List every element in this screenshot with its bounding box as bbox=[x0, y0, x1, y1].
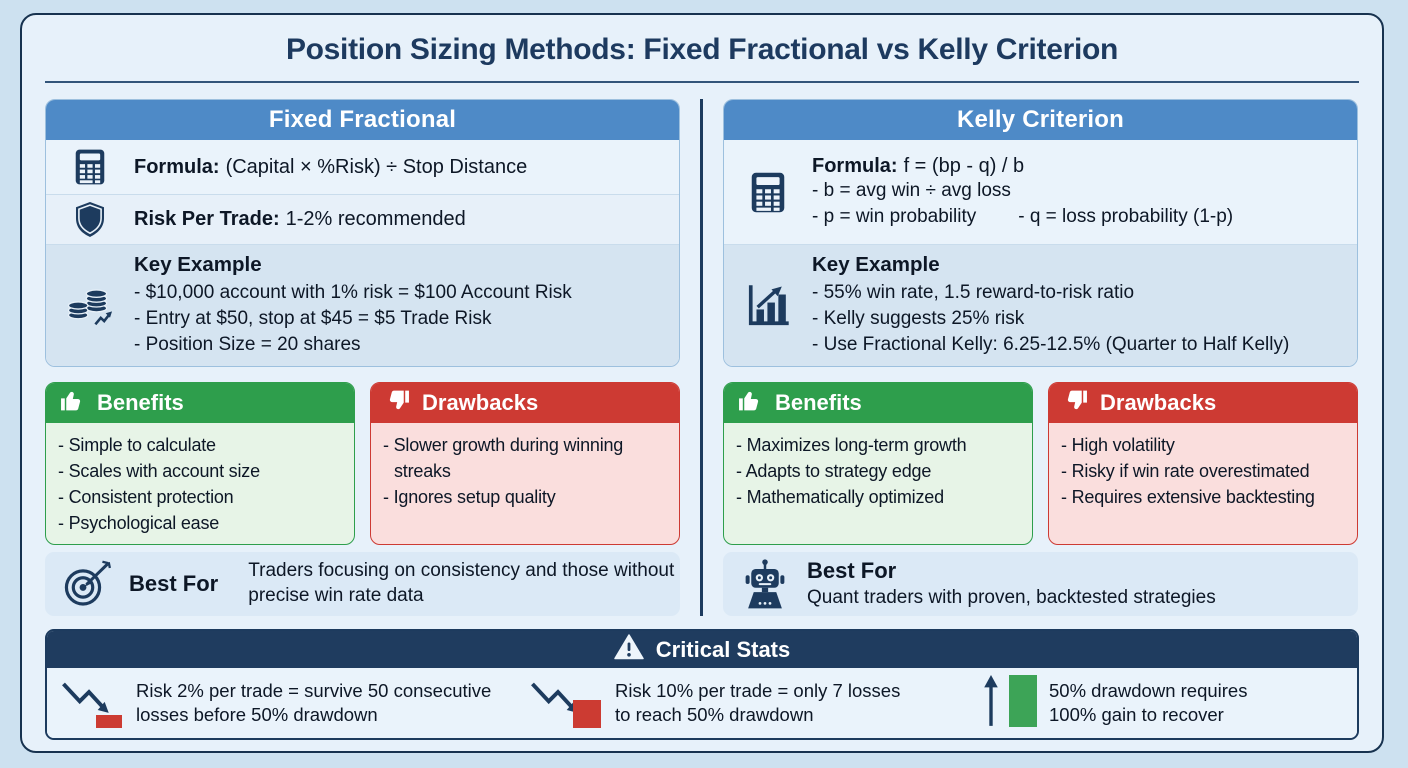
stat-risk-2-percent: Risk 2% per trade = survive 50 consecuti… bbox=[47, 677, 529, 729]
thumbs-up-icon bbox=[60, 389, 85, 418]
kelly-drawbacks-box: Drawbacks - High volatility - Risky if w… bbox=[1048, 382, 1358, 545]
thumbs-up-icon bbox=[738, 389, 763, 418]
fixed-example-block: Key Example - $10,000 account with 1% ri… bbox=[134, 253, 572, 359]
target-icon bbox=[45, 560, 129, 608]
kelly-formula-line2: - b = avg win ÷ avg loss bbox=[812, 179, 1011, 201]
money-stack-icon bbox=[46, 284, 134, 327]
down-zigzag-icon bbox=[60, 677, 124, 729]
stat-text: Risk 10% per trade = only 7 losses to re… bbox=[615, 679, 901, 725]
kelly-best-for-block: Best For Quant traders with proven, back… bbox=[807, 558, 1216, 611]
stat-drawdown-recovery: 50% drawdown requires 100% gain to recov… bbox=[969, 674, 1357, 732]
kelly-example-title: Key Example bbox=[812, 252, 940, 276]
kelly-benefits-title: Benefits bbox=[775, 390, 862, 415]
kelly-best-for-text: Quant traders with proven, backtested st… bbox=[807, 586, 1216, 608]
large-red-block bbox=[573, 700, 601, 728]
fixed-example-title: Key Example bbox=[134, 252, 262, 276]
fixed-formula-row: Formula: (Capital × %Risk) ÷ Stop Distanc… bbox=[46, 140, 679, 195]
kelly-formula-row: Formula: f = (bp - q) / b - b = avg win ÷… bbox=[724, 140, 1357, 245]
up-arrow-icon bbox=[983, 674, 999, 732]
drawback-item: - Risky if win rate overestimated bbox=[1061, 461, 1310, 482]
fixed-fractional-column: Fixed Fractional Formula: (Cap bbox=[45, 99, 680, 616]
benefit-item: - Adapts to strategy edge bbox=[736, 461, 932, 482]
fixed-benefits-list: - Simple to calculate - Scales with acco… bbox=[46, 423, 354, 536]
robot-icon bbox=[723, 559, 807, 609]
kelly-best-for-label: Best For bbox=[807, 557, 897, 583]
kelly-best-for-box: Best For Quant traders with proven, back… bbox=[723, 552, 1358, 616]
small-red-block bbox=[96, 715, 122, 728]
fixed-drawbacks-header: Drawbacks bbox=[371, 383, 679, 423]
comparison-columns: Fixed Fractional Formula: (Cap bbox=[45, 99, 1359, 616]
kelly-benefits-box: Benefits - Maximizes long-term growth - … bbox=[723, 382, 1033, 545]
kelly-criterion-header: Kelly Criterion bbox=[724, 100, 1357, 140]
green-bar-block bbox=[1009, 674, 1037, 727]
kelly-formula-block: Formula: f = (bp - q) / b - b = avg win ÷… bbox=[812, 155, 1233, 229]
benefit-item: - Mathematically optimized bbox=[736, 487, 944, 508]
stat-risk-10-percent: Risk 10% per trade = only 7 losses to re… bbox=[529, 677, 969, 729]
fixed-drawbacks-box: Drawbacks - Slower growth during winning… bbox=[370, 382, 680, 545]
kelly-benefits-list: - Maximizes long-term growth - Adapts to… bbox=[724, 423, 1032, 510]
fixed-best-for-label: Best For bbox=[129, 571, 219, 596]
drawback-item: - High volatility bbox=[1061, 435, 1175, 455]
gain-icon-cluster bbox=[983, 674, 1037, 732]
kelly-drawbacks-header: Drawbacks bbox=[1049, 383, 1357, 423]
benefit-item: - Consistent protection bbox=[58, 487, 234, 508]
kelly-benefits-drawbacks-row: Benefits - Maximizes long-term growth - … bbox=[723, 382, 1358, 545]
fixed-fractional-card: Fixed Fractional Formula: (Cap bbox=[45, 99, 680, 367]
benefit-item: - Scales with account size bbox=[58, 461, 260, 482]
main-panel: Position Sizing Methods: Fixed Fractiona… bbox=[20, 13, 1384, 753]
fixed-benefits-title: Benefits bbox=[97, 390, 184, 415]
drawback-item: - Requires extensive backtesting bbox=[1061, 487, 1315, 508]
fixed-drawbacks-list: - Slower growth during winning streaks -… bbox=[371, 423, 679, 510]
down-zigzag-icon bbox=[529, 677, 603, 729]
stat-text: 50% drawdown requires 100% gain to recov… bbox=[1049, 679, 1248, 725]
critical-stats-body: Risk 2% per trade = survive 50 consecuti… bbox=[47, 668, 1357, 738]
warning-icon bbox=[614, 633, 644, 666]
fixed-example-row: Key Example - $10,000 account with 1% ri… bbox=[46, 245, 679, 366]
kelly-benefits-header: Benefits bbox=[724, 383, 1032, 423]
example-item: - $10,000 account with 1% risk = $100 Ac… bbox=[134, 281, 572, 303]
shield-icon bbox=[46, 201, 134, 238]
fixed-best-for-text: Traders focusing on consistency and thos… bbox=[248, 560, 675, 606]
fixed-fractional-header: Fixed Fractional bbox=[46, 100, 679, 140]
benefit-item: - Psychological ease bbox=[58, 513, 220, 534]
drawback-item: - Slower growth during winning streaks bbox=[383, 435, 624, 482]
fixed-drawbacks-title: Drawbacks bbox=[422, 390, 539, 415]
fixed-benefits-box: Benefits - Simple to calculate - Scales … bbox=[45, 382, 355, 545]
fixed-benefits-header: Benefits bbox=[46, 383, 354, 423]
example-item: - Position Size = 20 shares bbox=[134, 334, 361, 356]
fixed-risk-text: Risk Per Trade: 1-2% recommended bbox=[134, 208, 466, 230]
benefit-item: - Simple to calculate bbox=[58, 435, 216, 455]
drawback-item: - Ignores setup quality bbox=[383, 487, 556, 508]
chart-up-icon bbox=[724, 283, 812, 329]
thumbs-down-icon bbox=[385, 389, 410, 418]
kelly-criterion-column: Kelly Criterion bbox=[723, 99, 1358, 616]
example-item: - Entry at $50, stop at $45 = $5 Trade R… bbox=[134, 307, 492, 329]
critical-stats-title: Critical Stats bbox=[655, 636, 791, 662]
kelly-example-block: Key Example - 55% win rate, 1.5 reward-t… bbox=[812, 253, 1289, 359]
kelly-formula-text: Formula: f = (bp - q) / b bbox=[812, 154, 1025, 177]
thumbs-down-icon bbox=[1063, 389, 1088, 418]
benefit-item: - Maximizes long-term growth bbox=[736, 435, 967, 455]
fixed-benefits-drawbacks-row: Benefits - Simple to calculate - Scales … bbox=[45, 382, 680, 545]
calculator-icon bbox=[724, 172, 812, 213]
fixed-best-for-box: Best For Traders focusing on consistency… bbox=[45, 552, 680, 616]
page-title: Position Sizing Methods: Fixed Fractiona… bbox=[285, 33, 1119, 66]
critical-stats-header: Critical Stats bbox=[47, 631, 1357, 668]
kelly-drawbacks-list: - High volatility - Risky if win rate ov… bbox=[1049, 423, 1357, 510]
example-item: - Use Fractional Kelly: 6.25-12.5% (Quar… bbox=[812, 334, 1290, 356]
example-item: - 55% win rate, 1.5 reward-to-risk ratio bbox=[812, 281, 1135, 303]
kelly-example-row: Key Example - 55% win rate, 1.5 reward-t… bbox=[724, 245, 1357, 366]
title-divider bbox=[45, 81, 1359, 83]
kelly-formula-line3: - p = win probability - q = loss probabil… bbox=[812, 205, 1234, 227]
example-item: - Kelly suggests 25% risk bbox=[812, 307, 1025, 329]
fixed-risk-row: Risk Per Trade: 1-2% recommended bbox=[46, 195, 679, 245]
column-divider bbox=[700, 99, 703, 616]
calculator-icon bbox=[46, 149, 134, 185]
stat-text: Risk 2% per trade = survive 50 consecuti… bbox=[136, 679, 492, 725]
critical-stats-box: Critical Stats Risk 2% per trade = survi… bbox=[45, 629, 1359, 740]
fixed-formula-text: Formula: (Capital × %Risk) ÷ Stop Distanc… bbox=[134, 155, 528, 178]
kelly-drawbacks-title: Drawbacks bbox=[1100, 390, 1217, 415]
kelly-criterion-card: Kelly Criterion bbox=[723, 99, 1358, 367]
